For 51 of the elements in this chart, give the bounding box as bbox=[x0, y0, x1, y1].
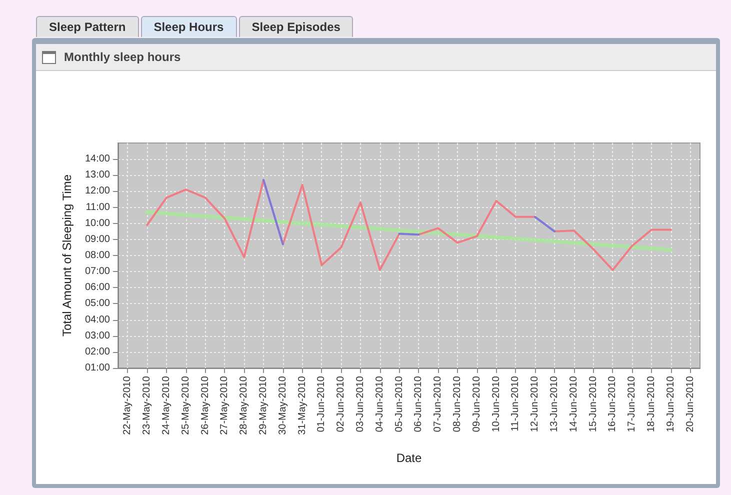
x-tick-label: 07-Jun-2010 bbox=[432, 376, 444, 432]
x-tick-label: 26-May-2010 bbox=[200, 376, 211, 435]
text: Sleep Pattern bbox=[36, 16, 139, 37]
x-tick-label: 24-May-2010 bbox=[161, 376, 172, 435]
x-tick-label: 29-May-2010 bbox=[258, 376, 269, 435]
y-tick-label: 03:00 bbox=[84, 330, 110, 342]
x-tick-label: 23-May-2010 bbox=[142, 376, 153, 435]
x-tick-label: 12-Jun-2010 bbox=[530, 376, 541, 432]
x-tick-label: 11-Jun-2010 bbox=[510, 376, 522, 432]
x-tick-label: 01-Jun-2010 bbox=[316, 376, 328, 432]
x-tick-label: 31-May-2010 bbox=[296, 376, 308, 435]
y-tick-label: 02:00 bbox=[84, 346, 110, 358]
x-tick-label: 17-Jun-2010 bbox=[626, 376, 638, 432]
x-tick-label: 04-Jun-2010 bbox=[374, 376, 386, 432]
line-series bbox=[146, 178, 672, 271]
x-tick-label: 22-May-2010 bbox=[122, 376, 134, 435]
x-tick-label: 02-Jun-2010 bbox=[336, 376, 347, 432]
x-tick-label: 15-Jun-2010 bbox=[588, 376, 599, 432]
x-tick-label: 09-Jun-2010 bbox=[471, 376, 482, 432]
y-tick-label: 12:00 bbox=[84, 186, 110, 197]
x-axis-title: Date bbox=[396, 451, 422, 465]
x-tick-label: 08-Jun-2010 bbox=[452, 376, 463, 432]
x-tick-label: 05-Jun-2010 bbox=[394, 376, 405, 432]
x-tick-label: 28-May-2010 bbox=[238, 376, 250, 435]
text: Sleep Hours bbox=[140, 16, 237, 37]
x-tick-label: 16-Jun-2010 bbox=[607, 376, 618, 432]
y-tick-label: 08:00 bbox=[84, 250, 110, 261]
y-tick-label: 07:00 bbox=[84, 266, 110, 278]
x-tick-label: 13-Jun-2010 bbox=[549, 376, 560, 432]
x-tick-label: 20-Jun-2010 bbox=[684, 376, 696, 432]
x-tick-label: 10-Jun-2010 bbox=[490, 376, 502, 432]
y-tick-label: 14:00 bbox=[84, 154, 110, 165]
y-tick-label: 13:00 bbox=[84, 170, 110, 181]
x-tick-label: 30-May-2010 bbox=[277, 376, 288, 435]
text: Sleep Episodes bbox=[238, 16, 354, 37]
chart-title: Monthly sleep hours bbox=[64, 50, 181, 64]
y-tick-label: 04:00 bbox=[84, 314, 110, 326]
y-tick-label: 11:00 bbox=[86, 202, 110, 213]
y-tick-label: 10:00 bbox=[84, 218, 110, 229]
y-tick-label: 06:00 bbox=[84, 282, 110, 294]
x-tick-label: 14-Jun-2010 bbox=[568, 376, 580, 432]
y-tick-label: 01:00 bbox=[84, 362, 110, 374]
x-tick-label: 03-Jun-2010 bbox=[355, 376, 366, 432]
x-tick-label: 19-Jun-2010 bbox=[665, 376, 676, 432]
x-tick-label: 06-Jun-2010 bbox=[413, 376, 424, 432]
y-tick-label: 09:00 bbox=[84, 234, 110, 245]
x-tick-label: 27-May-2010 bbox=[219, 376, 230, 435]
y-axis-title: Total Amount of Sleeping Time bbox=[60, 174, 74, 337]
x-tick-label: 25-May-2010 bbox=[180, 376, 192, 435]
y-tick-label: 05:00 bbox=[84, 298, 110, 310]
x-tick-label: 18-Jun-2010 bbox=[646, 376, 657, 432]
